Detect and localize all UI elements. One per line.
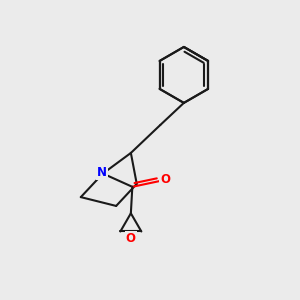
Text: N: N [97, 166, 107, 179]
Text: O: O [126, 232, 136, 245]
Text: O: O [160, 173, 171, 186]
